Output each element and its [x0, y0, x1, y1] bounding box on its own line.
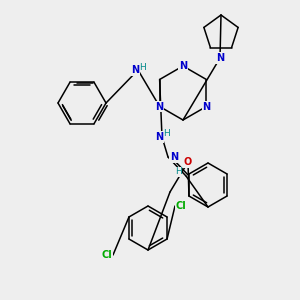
Text: N: N	[179, 61, 187, 71]
Text: Cl: Cl	[176, 201, 186, 211]
Text: N: N	[131, 65, 139, 75]
Text: N: N	[216, 53, 224, 63]
Text: H: H	[175, 167, 182, 176]
Text: N: N	[155, 132, 163, 142]
Text: H: H	[139, 62, 145, 71]
Text: N: N	[202, 101, 210, 112]
Text: N: N	[170, 152, 178, 162]
Text: Cl: Cl	[102, 250, 112, 260]
Text: N: N	[156, 101, 164, 112]
Text: H: H	[164, 130, 170, 139]
Text: O: O	[184, 157, 192, 167]
